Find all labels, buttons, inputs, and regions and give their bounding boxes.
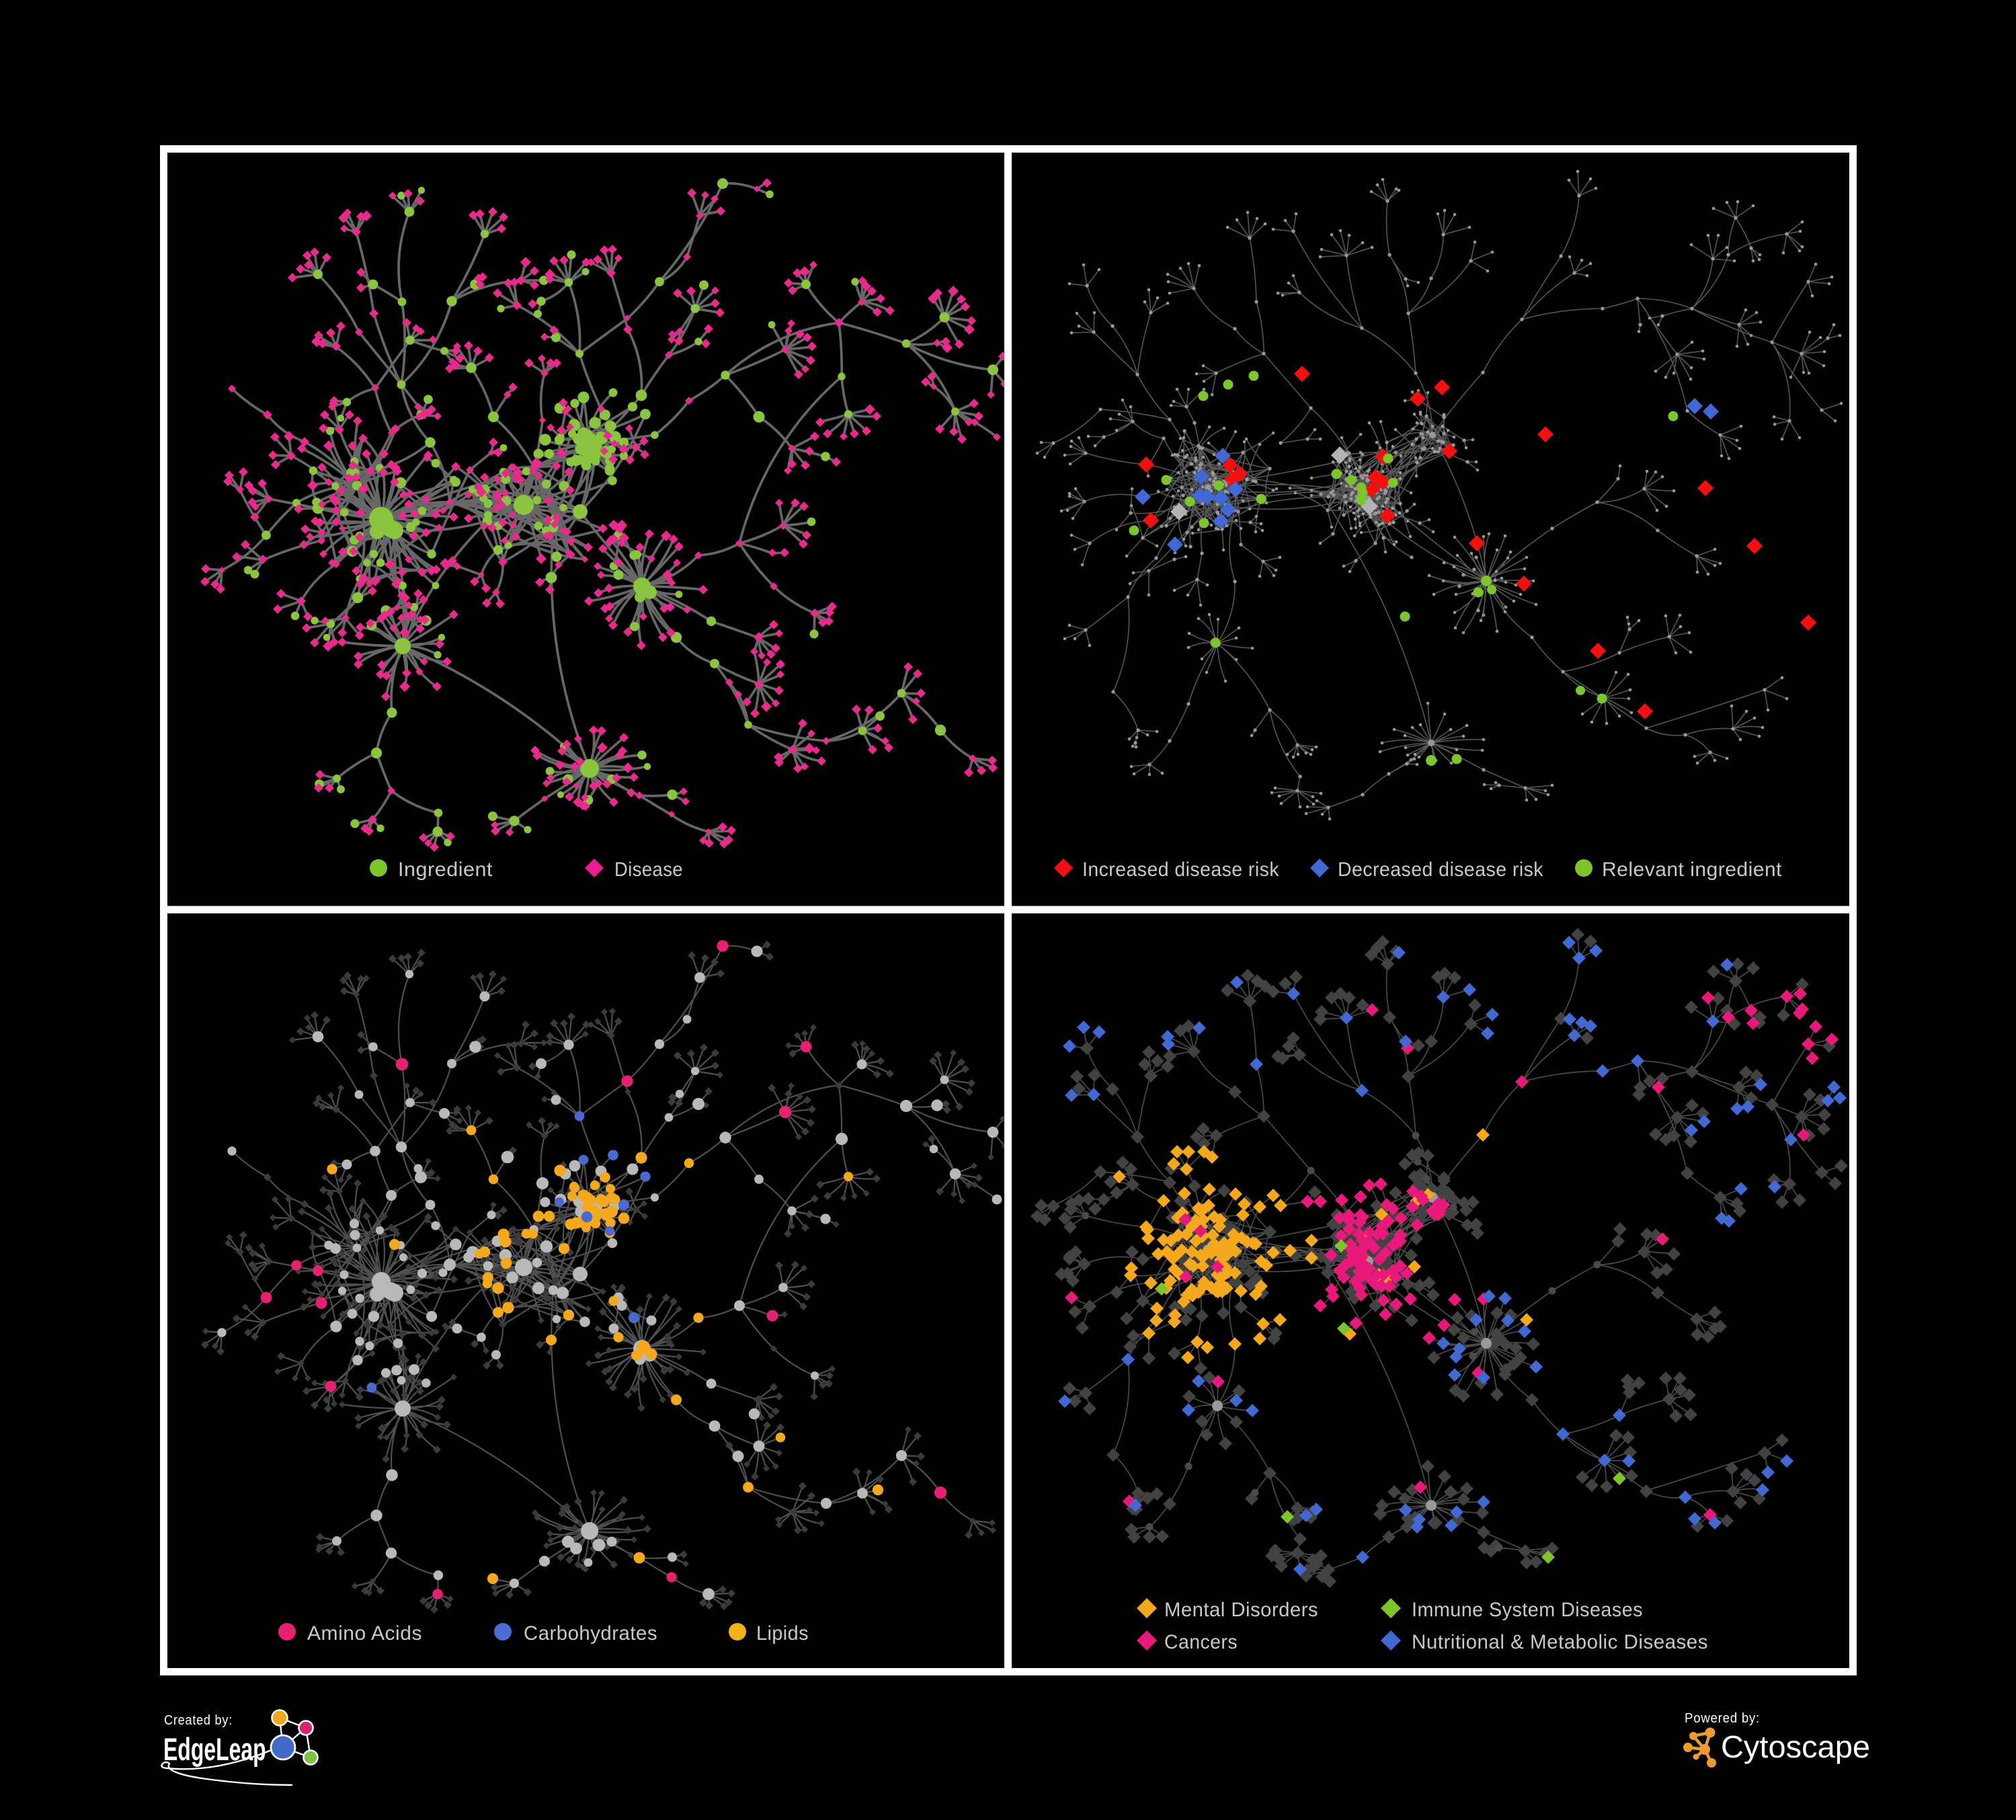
svg-text:Powered by:: Powered by: — [1685, 1711, 1760, 1726]
svg-text:Cytoscape: Cytoscape — [1721, 1729, 1870, 1764]
svg-text:Immune System Diseases: Immune System Diseases — [1412, 1599, 1643, 1621]
svg-text:Relevant ingredient: Relevant ingredient — [1602, 859, 1782, 881]
svg-text:Ingredient: Ingredient — [398, 859, 493, 881]
svg-text:Carbohydrates: Carbohydrates — [524, 1622, 657, 1645]
svg-text:EdgeLeap: EdgeLeap — [163, 1732, 266, 1768]
svg-text:Created by:: Created by: — [164, 1713, 233, 1728]
svg-text:Decreased disease risk: Decreased disease risk — [1338, 859, 1543, 881]
svg-text:Mental Disorders: Mental Disorders — [1164, 1599, 1318, 1621]
svg-text:Increased disease risk: Increased disease risk — [1082, 859, 1279, 881]
svg-text:Disease: Disease — [614, 859, 683, 881]
svg-text:Cancers: Cancers — [1164, 1631, 1238, 1653]
svg-text:Amino Acids: Amino Acids — [307, 1622, 422, 1645]
svg-text:Nutritional & Metabolic Diseas: Nutritional & Metabolic Diseases — [1412, 1631, 1708, 1653]
svg-text:Lipids: Lipids — [756, 1622, 809, 1645]
